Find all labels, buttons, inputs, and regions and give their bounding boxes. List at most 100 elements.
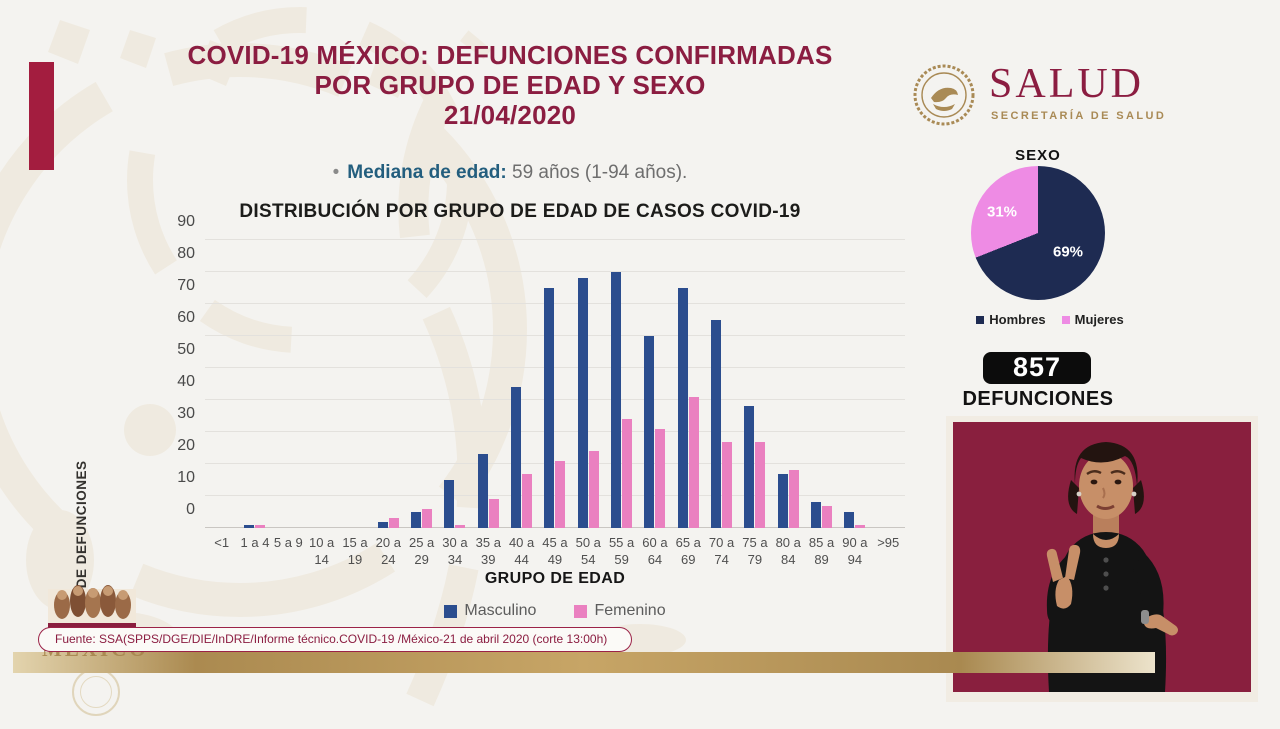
bar-chart-title: DISTRIBUCIÓN POR GRUPO DE EDAD DE CASOS … (239, 201, 801, 222)
x-tick-label: 25 a 29 (408, 535, 435, 567)
bar-group->95 (872, 240, 905, 528)
decor-red-bar (29, 62, 54, 170)
bar-masculino (811, 502, 822, 528)
gridline (205, 239, 905, 240)
legend-label: Femenino (594, 602, 666, 619)
bar-masculino (444, 480, 455, 528)
bar-femenino (622, 419, 633, 528)
bar-masculino (744, 406, 755, 528)
y-tick-label: 10 (177, 469, 195, 486)
x-tick-label: 85 a 89 (808, 535, 835, 567)
x-axis-title: GRUPO DE EDAD (484, 570, 626, 587)
legend-label: Hombres (989, 312, 1046, 327)
bar-femenino (822, 505, 833, 528)
page-title-line1: COVID-19 MÉXICO: DEFUNCIONES CONFIRMADAS (187, 40, 833, 70)
bar-group-20-a-24 (372, 240, 405, 528)
interpreter-illustration (953, 422, 1251, 692)
gridline (205, 335, 905, 336)
bar-group-85-a-89 (805, 240, 838, 528)
bar-masculino (777, 473, 788, 528)
pie-percent-label-mujeres: 31% (986, 203, 1018, 221)
pie-percent-label-hombres: 69% (1052, 243, 1084, 261)
gridline (205, 303, 905, 304)
bar-group-<1 (205, 240, 238, 528)
bullet-icon: • (332, 162, 340, 183)
bar-group-80-a-84 (772, 240, 805, 528)
legend-item-masculino: Masculino (444, 602, 536, 620)
bar-masculino (677, 288, 688, 528)
y-tick-label: 40 (177, 373, 195, 390)
bar-masculino (477, 454, 488, 528)
gridline (205, 431, 905, 432)
gridline (205, 495, 905, 496)
x-tick-label: 45 a 49 (542, 535, 568, 567)
bar-group-25-a-29 (405, 240, 438, 528)
median-age-label: Mediana de edad: (347, 162, 507, 183)
page-title-line2: POR GRUPO DE EDAD Y SEXO (314, 70, 706, 100)
bar-masculino (411, 512, 422, 528)
legend-swatch-icon (574, 604, 588, 618)
x-tick-label: 5 a 9 (273, 535, 303, 550)
bar-femenino (488, 499, 499, 528)
median-age-value: 59 años (1-94 años). (506, 162, 688, 183)
y-tick-label: 30 (177, 405, 195, 422)
bar-group-75-a-79 (738, 240, 771, 528)
y-tick-label: 60 (177, 309, 195, 326)
gridline (205, 463, 905, 464)
bar-group-70-a-74 (705, 240, 738, 528)
bar-femenino (522, 473, 533, 528)
bar-masculino (644, 336, 655, 528)
pie-legend-item-hombres: Hombres (976, 312, 1046, 327)
x-tick-label: 1 a 4 (240, 535, 270, 550)
x-tick-label: 80 a 84 (775, 535, 801, 567)
gridline (205, 367, 905, 368)
bar-masculino (844, 512, 855, 528)
bar-femenino (455, 524, 466, 528)
bar-chart-plot: 0 10 20 30 40 50 60 70 80 90 (177, 213, 905, 528)
salud-subtitle: SECRETARÍA DE SALUD (991, 110, 1167, 122)
y-tick-label: 0 (186, 501, 195, 518)
x-tick-label: 75 a 79 (742, 535, 768, 567)
mexico-heroes-logo (48, 585, 136, 629)
bar-group-50-a-54 (572, 240, 605, 528)
salud-wordmark: SALUD (989, 61, 1145, 107)
x-tick-label: 60 a 64 (642, 535, 668, 567)
x-tick-label: 70 a 74 (708, 535, 735, 567)
legend-swatch-icon (1061, 315, 1070, 324)
bar-group-15-a-19 (338, 240, 371, 528)
bar-group-1-a-4 (238, 240, 271, 528)
bar-masculino (577, 278, 588, 528)
bar-masculino (377, 521, 388, 528)
bar-group-60-a-64 (638, 240, 671, 528)
bar-group-5-a-9 (272, 240, 305, 528)
bar-femenino (588, 451, 599, 528)
mexico-seal-icon (72, 668, 120, 716)
page-title: COVID-19 MÉXICO: DEFUNCIONES CONFIRMADAS… (150, 40, 870, 130)
bar-masculino (544, 288, 555, 528)
pie-legend-item-mujeres: Mujeres (1061, 312, 1124, 327)
bar-group-30-a-34 (438, 240, 471, 528)
bar-group-45-a-49 (538, 240, 571, 528)
page-title-date: 21/04/2020 (443, 100, 577, 130)
bar-femenino (722, 441, 733, 528)
x-tick-label: 40 a 44 (508, 535, 535, 567)
y-tick-label: 90 (177, 213, 195, 230)
bar-femenino (688, 396, 699, 528)
x-tick-label: 35 a 39 (475, 535, 501, 567)
bar-group-10-a-14 (305, 240, 338, 528)
median-age-note: • Mediana de edad: 59 años (1-94 años). (200, 162, 820, 184)
x-tick-label: 90 a 94 (842, 535, 868, 567)
deaths-count-badge: 857 (983, 352, 1091, 384)
gridline (205, 271, 905, 272)
x-tick-label: 30 a 34 (442, 535, 468, 567)
legend-swatch-icon (444, 604, 458, 618)
bar-masculino (244, 524, 255, 528)
x-tick-label: 50 a 54 (575, 535, 601, 567)
legend-label: Masculino (464, 602, 537, 619)
legend-item-femenino: Femenino (574, 602, 666, 620)
gridline (205, 527, 905, 528)
bar-femenino (255, 524, 266, 528)
bar-chart-legend: Masculino Femenino (205, 602, 905, 620)
